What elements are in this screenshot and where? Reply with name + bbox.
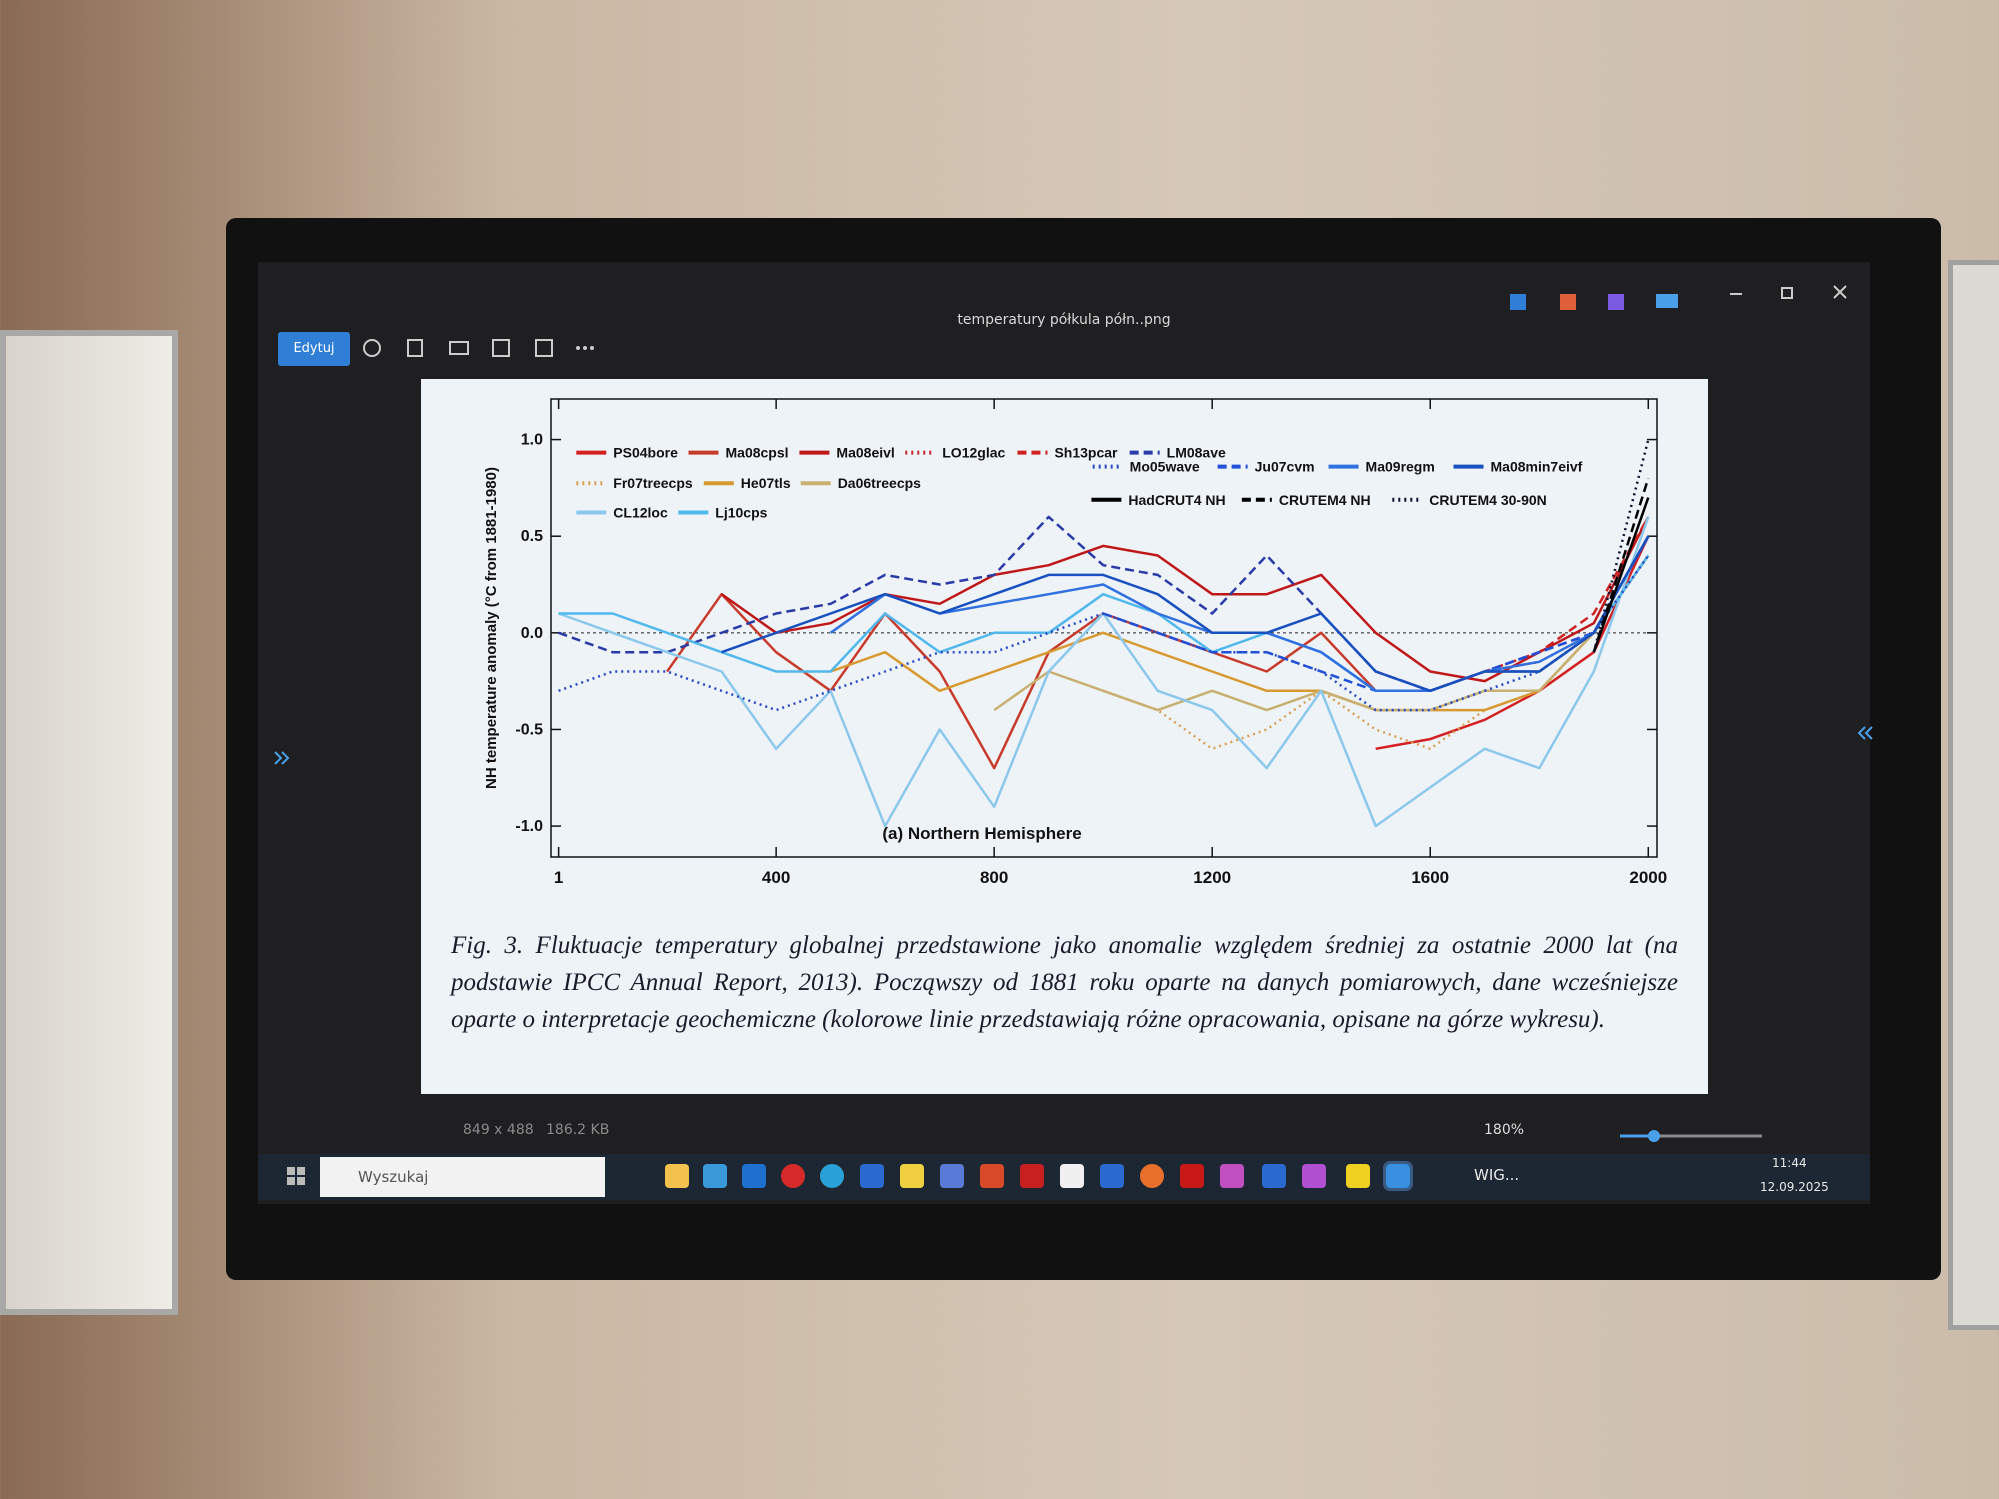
taskbar-icon[interactable] (1383, 1161, 1413, 1191)
series-line (1102, 554, 1650, 751)
taskbar-icon[interactable] (1180, 1164, 1204, 1188)
series-line (1592, 497, 1650, 653)
more-icon[interactable] (576, 346, 580, 350)
legend-label: Ju07cvm (1255, 459, 1315, 475)
legend-label: CRUTEM4 NH (1279, 492, 1371, 508)
legend-label: Mo05wave (1130, 459, 1200, 475)
series-line (1375, 516, 1650, 693)
close[interactable] (1833, 285, 1847, 299)
taskbar-icon[interactable] (1020, 1164, 1044, 1188)
taskbar-icon[interactable] (1140, 1164, 1164, 1188)
taskbar-icon[interactable] (860, 1164, 884, 1188)
legend-label: Ma09regm (1366, 459, 1435, 475)
taskbar-icon[interactable] (742, 1164, 766, 1188)
taskbar-icon[interactable] (1262, 1164, 1286, 1188)
legend-label: PS04bore (613, 445, 678, 461)
taskbar-icon[interactable] (1346, 1164, 1370, 1188)
series-line (1375, 535, 1650, 751)
taskbar-icon[interactable] (1060, 1164, 1084, 1188)
y-tick-label: 0.0 (521, 625, 543, 642)
taskbar-icon[interactable] (1220, 1164, 1244, 1188)
figure-caption: Fig. 3. Fluktuacje temperatury globalnej… (451, 932, 1678, 1033)
maximize[interactable] (1781, 287, 1793, 299)
expand-right[interactable] (1856, 721, 1876, 745)
taskbar-icon[interactable] (820, 1164, 844, 1188)
edit-button[interactable]: Edytuj (278, 332, 350, 366)
x-tick-label: 2000 (1629, 868, 1667, 887)
series-line (721, 535, 1650, 693)
plot-frame (550, 398, 1658, 858)
legend-label: Lj10cps (715, 505, 767, 521)
annotation: (a) Northern Hemisphere (882, 824, 1081, 843)
x-tick-label: 400 (762, 868, 790, 887)
taskbar-icon[interactable] (1100, 1164, 1124, 1188)
window-controls (1510, 285, 1847, 310)
taskbar-icon[interactable] (900, 1164, 924, 1188)
more-icon[interactable] (583, 346, 587, 350)
toolbar-icons (363, 339, 594, 357)
series-line (1592, 439, 1650, 653)
print-icon[interactable] (449, 341, 469, 355)
series-line (720, 516, 1650, 683)
taskbar-icon[interactable] (665, 1164, 689, 1188)
image-viewer: 1.0 0.5 0.0 -0.5 -1.0 1 400 800 1200 1600 2000 NH t… (421, 379, 1708, 1094)
y-axis-label: NH temperature anomaly (°C from 1881-198… (483, 467, 500, 789)
app-icon[interactable] (1560, 294, 1576, 310)
taskbar-icon[interactable] (703, 1164, 727, 1188)
x-tick-label: 800 (980, 868, 1008, 887)
legend-label: Ma08eivl (836, 445, 894, 461)
whiteboard (0, 330, 178, 1315)
search-box[interactable]: Wyszukaj (320, 1157, 605, 1197)
x-tick-label: 1 (554, 868, 563, 887)
taskbar-icon[interactable] (1302, 1164, 1326, 1188)
y-tick-label: 0.5 (521, 528, 543, 545)
zoom-slider[interactable] (1580, 1126, 1800, 1146)
legend-label: Fr07treecps (613, 475, 693, 491)
clock-time[interactable]: 11:44 (1772, 1156, 1807, 1170)
series-line (829, 535, 1650, 693)
legend-label: Ma08min7eivf (1491, 459, 1583, 475)
taskbar-icon[interactable] (980, 1164, 1004, 1188)
image-dimensions: 849 x 488 (463, 1122, 534, 1138)
app-icon[interactable] (1608, 294, 1624, 310)
start-button[interactable] (286, 1166, 306, 1186)
series-line (1592, 477, 1650, 653)
y-tick-label: -0.5 (515, 721, 543, 738)
legend-label: Da06treecps (838, 475, 921, 491)
share-icon[interactable] (492, 339, 510, 357)
expand-left[interactable] (272, 746, 292, 770)
zoom-level[interactable]: 180% (1484, 1122, 1525, 1138)
whiteboard (1948, 260, 1999, 1330)
delete-icon[interactable] (407, 339, 423, 357)
taskbar-icon[interactable] (940, 1164, 964, 1188)
legend-label: LM08ave (1167, 445, 1226, 461)
series-line (830, 554, 1650, 712)
window-title: temperatury półkula półn..png (957, 312, 1171, 328)
cloud-icon[interactable] (1656, 294, 1678, 308)
y-tick-label: -1.0 (515, 818, 543, 835)
legend-label: He07tls (741, 475, 791, 491)
taskbar-icon[interactable] (781, 1164, 805, 1188)
x-tick-label: 1200 (1193, 868, 1231, 887)
series-line (558, 515, 1650, 693)
x-tick-label: 1600 (1411, 868, 1449, 887)
slideshow-icon[interactable] (535, 339, 553, 357)
app-icon[interactable] (1510, 294, 1526, 310)
chart: 1.0 0.5 0.0 -0.5 -1.0 1 400 800 1200 1600 2000 NH t… (483, 398, 1667, 887)
more-icon[interactable] (590, 346, 594, 350)
clock-date[interactable]: 12.09.2025 (1760, 1180, 1829, 1194)
legend-label: CL12loc (613, 505, 668, 521)
legend-label: HadCRUT4 NH (1128, 492, 1225, 508)
file-size: 186.2 KB (546, 1122, 610, 1138)
legend-label: CRUTEM4 30-90N (1429, 492, 1546, 508)
series-line (558, 554, 1650, 712)
taskbar-app-label[interactable]: WIG... (1474, 1166, 1520, 1184)
y-tick-label: 1.0 (521, 432, 543, 449)
legend-label: Ma08cpsl (726, 445, 789, 461)
rotate-icon[interactable] (363, 339, 381, 357)
legend-label: LO12glac (942, 445, 1005, 461)
legend-label: Sh13pcar (1054, 445, 1118, 461)
